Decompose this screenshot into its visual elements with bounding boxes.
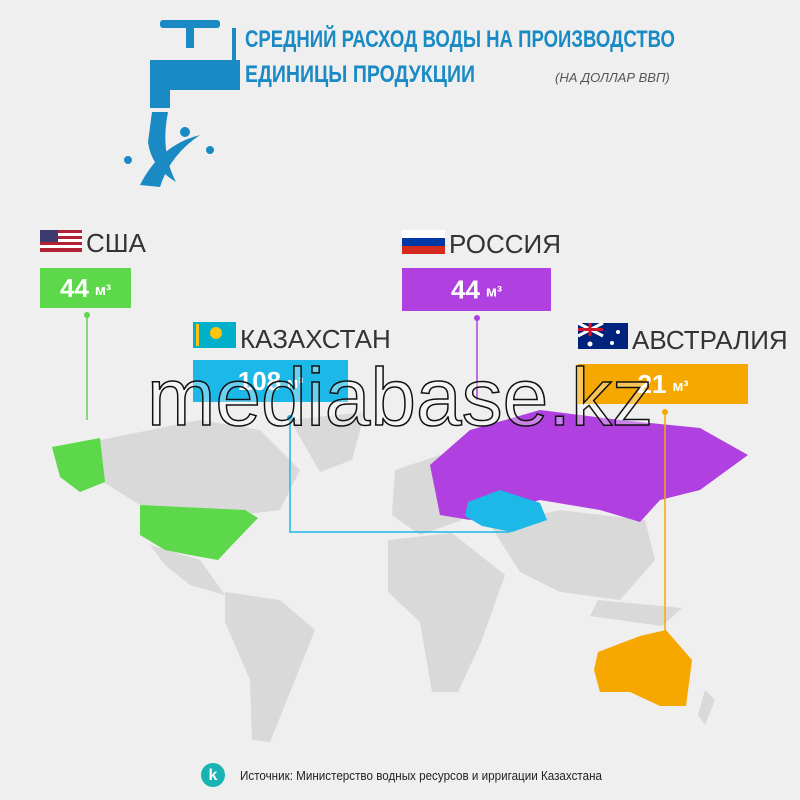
- value: 108: [238, 366, 281, 396]
- usa: [140, 505, 258, 560]
- country-labels: США 44 м³ КАЗАХСТАН 108 м³ РОССИЯ 44 м³ АВСТРАЛИЯ…: [40, 228, 788, 700]
- flag-stripe: [402, 246, 445, 254]
- flag-star: [610, 341, 614, 345]
- flag-stripe: [40, 233, 82, 236]
- value-box: [402, 268, 551, 311]
- mexico: [150, 545, 225, 595]
- value-box: [40, 268, 131, 308]
- value: 44: [451, 275, 480, 305]
- flag-stripe: [402, 238, 445, 246]
- value-box: [578, 364, 748, 404]
- water-stream: [148, 112, 176, 182]
- faucet-icon: [124, 20, 240, 187]
- leader-dot: [474, 315, 480, 321]
- unit: м³: [95, 282, 111, 299]
- new-zealand: [698, 690, 715, 725]
- flag-usa: [40, 230, 82, 252]
- unit: м³: [287, 375, 303, 392]
- africa: [388, 533, 505, 692]
- flag-russia: [402, 230, 445, 254]
- country-name: КАЗАХСТАН: [240, 324, 391, 354]
- leader-dot: [662, 409, 668, 415]
- flag-ornament: [196, 324, 199, 346]
- country-name: РОССИЯ: [449, 229, 561, 259]
- value-label: 108 м³: [238, 366, 303, 396]
- leader-dot: [84, 312, 90, 318]
- logo: [201, 763, 225, 787]
- indonesia: [590, 600, 682, 626]
- title-bar: [232, 28, 236, 90]
- watermark: mediabase.kz: [147, 352, 653, 443]
- source: Источник: Министерство водных ресурсов и…: [240, 768, 603, 783]
- flag-stripe: [40, 239, 82, 242]
- value: 44: [60, 273, 89, 303]
- value: 21: [637, 369, 666, 399]
- flag-canton: [40, 230, 58, 242]
- value-label: 44 м³: [60, 273, 111, 303]
- title-line: ЕДИНИЦЫ ПРОДУКЦИИ: [245, 61, 475, 88]
- faucet-body: [150, 60, 240, 108]
- country-name: США: [86, 228, 147, 258]
- flag-australia: [577, 321, 628, 349]
- canada: [100, 420, 300, 515]
- drop: [206, 146, 214, 154]
- unit: м³: [486, 284, 502, 301]
- water-splash: [140, 135, 200, 187]
- greenland: [290, 412, 365, 472]
- value-box: [193, 360, 348, 402]
- australia: [594, 630, 692, 706]
- leader-dot: [287, 415, 293, 421]
- subtitle: (НА ДОЛЛАР ВВП): [555, 70, 670, 85]
- value-label: 21 м³: [637, 369, 688, 399]
- flag-union: [578, 323, 603, 336]
- drop: [180, 127, 190, 137]
- asia-south: [490, 510, 655, 600]
- flag-star: [587, 341, 593, 347]
- logo-letter: k: [209, 767, 218, 784]
- kazakhstan: [465, 490, 547, 532]
- flag-sun: [210, 327, 222, 339]
- faucet-stem: [186, 26, 194, 48]
- value-label: 44 м³: [451, 275, 502, 305]
- flag-star: [616, 330, 620, 334]
- unit: м³: [672, 378, 688, 395]
- faucet-handle: [160, 20, 220, 28]
- flag-stripe: [402, 230, 445, 238]
- country-name: АВСТРАЛИЯ: [632, 325, 788, 355]
- flag-stripe: [40, 245, 82, 248]
- south-america: [225, 592, 315, 742]
- alaska: [52, 438, 105, 492]
- leader-line: [289, 418, 510, 533]
- drop: [124, 156, 132, 164]
- flag-kazakhstan: [193, 322, 236, 348]
- world-map: [52, 410, 748, 742]
- title-line: СРЕДНИЙ РАСХОД ВОДЫ НА ПРОИЗВОДСТВО: [245, 25, 675, 53]
